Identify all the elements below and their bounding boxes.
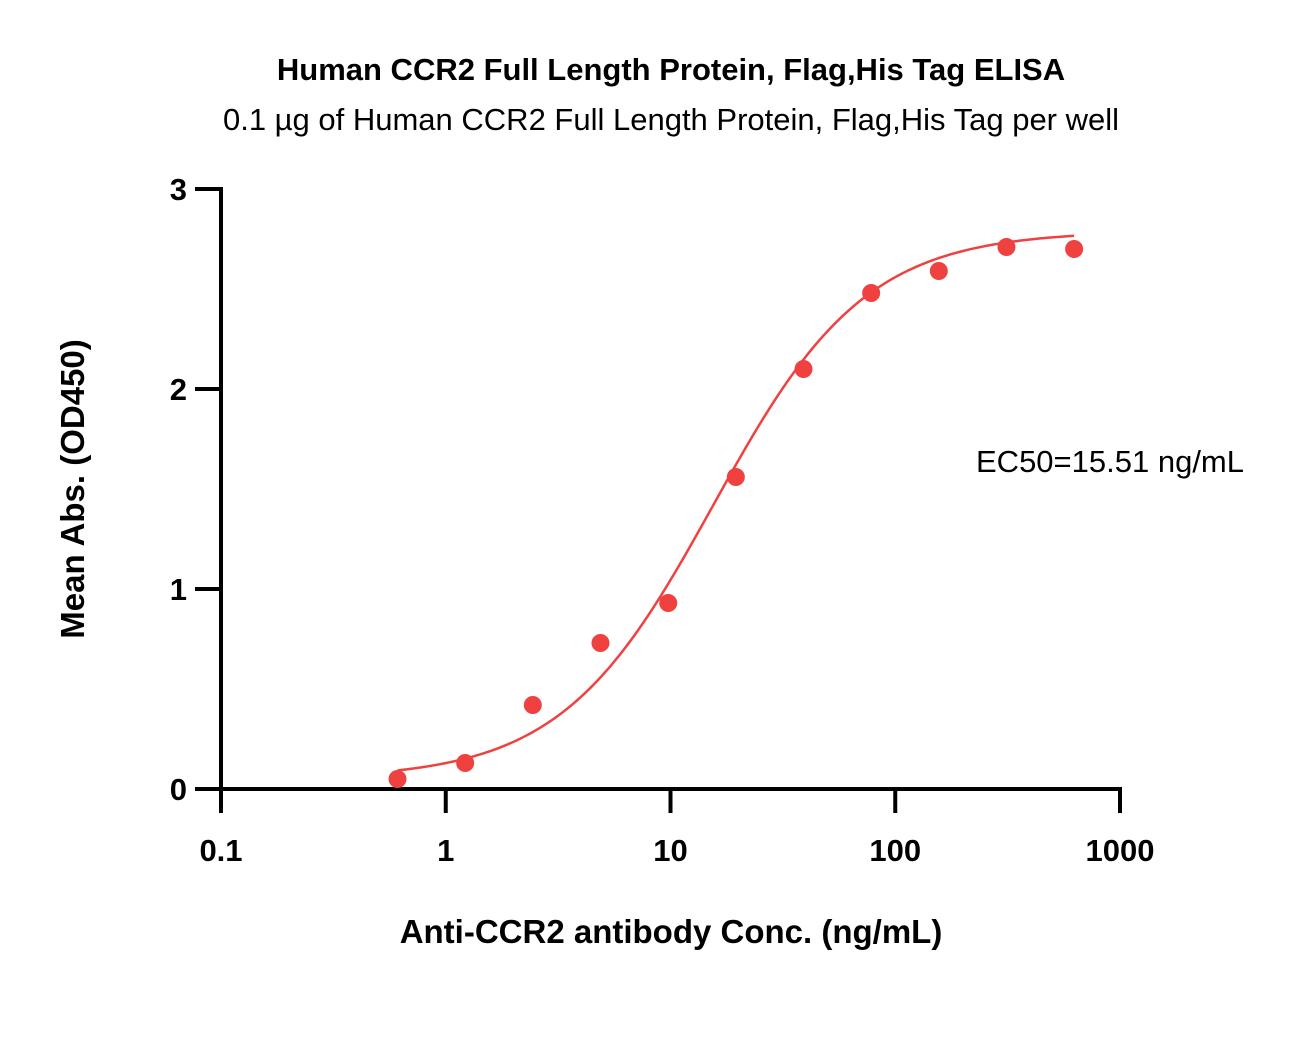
data-point <box>523 696 542 714</box>
x-tick-label: 1 <box>437 833 454 868</box>
data-point <box>726 468 745 486</box>
chart-title: Human CCR2 Full Length Protein, Flag,His… <box>277 52 1065 87</box>
data-point <box>456 754 475 772</box>
data-point <box>794 360 813 378</box>
data-point <box>929 262 948 280</box>
fit-curve-line <box>397 234 1075 772</box>
data-point <box>591 634 610 652</box>
y-tick-label: 2 <box>170 372 187 407</box>
y-tick-label: 1 <box>170 572 187 607</box>
fit-curve-layer <box>397 234 1075 772</box>
x-axis-label: Anti-CCR2 antibody Conc. (ng/mL) <box>400 913 943 950</box>
x-tick-label: 0.1 <box>199 833 242 868</box>
data-point <box>388 770 407 788</box>
y-axis-label: Mean Abs. (OD450) <box>54 339 91 639</box>
data-point <box>659 594 678 612</box>
tick-labels: 0.1 1 10 100 1000 0 1 2 3 <box>170 172 1155 868</box>
x-tick-label: 10 <box>653 833 687 868</box>
data-point <box>997 238 1016 256</box>
x-tick-label: 1000 <box>1086 833 1155 868</box>
y-tick-label: 3 <box>170 172 187 207</box>
ticks <box>195 187 1122 813</box>
axes <box>219 187 1122 791</box>
chart-subtitle: 0.1 µg of Human CCR2 Full Length Protein… <box>223 102 1119 137</box>
data-points-layer <box>388 238 1084 788</box>
data-point <box>862 284 881 302</box>
x-tick-label: 100 <box>869 833 921 868</box>
ec50-annotation: EC50=15.51 ng/mL <box>976 444 1244 479</box>
data-point <box>1065 240 1084 258</box>
y-tick-label: 0 <box>170 772 187 807</box>
